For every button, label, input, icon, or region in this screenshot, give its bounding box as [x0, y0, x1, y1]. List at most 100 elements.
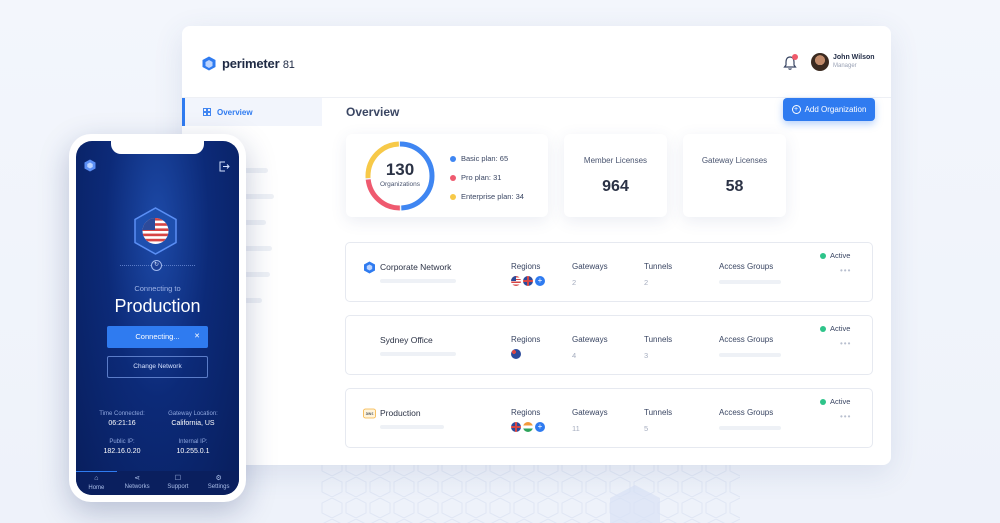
more-regions-icon[interactable]: +	[535, 276, 545, 286]
plan-pro: Pro plan: 31	[450, 173, 524, 182]
add-organization-button[interactable]: + Add Organization	[783, 98, 875, 121]
us-flag-hex-icon	[134, 207, 177, 255]
aws-logo-icon: aws	[363, 408, 376, 419]
mobile-screen: ↻ Connecting to Production Connecting...…	[76, 141, 239, 495]
donut-segment-basic	[365, 141, 435, 211]
network-name: Sydney Office	[380, 335, 433, 345]
logout-icon[interactable]	[219, 161, 230, 172]
network-row-corporate[interactable]: Corporate Network Regions + Gateways 2 T…	[345, 242, 873, 302]
public-ip: Public IP: 182.16.0.20	[87, 439, 157, 455]
brand-logo[interactable]: perimeter 81	[202, 56, 295, 71]
region-flags: +	[511, 276, 545, 286]
gateway-location-value: California, US	[171, 420, 215, 427]
gateway-location-label: Gateway Location:	[168, 411, 218, 417]
phone-notch	[111, 141, 204, 154]
tab-support-label: Support	[167, 484, 189, 490]
plan-enterprise-label: Enterprise plan: 34	[461, 192, 524, 201]
notification-badge	[792, 54, 798, 60]
gateway-licenses-card: Gateway Licenses 58	[683, 134, 786, 217]
gear-icon: ⚙	[215, 475, 222, 482]
plan-pro-label: Pro plan: 31	[461, 173, 502, 182]
region-flags: +	[511, 422, 545, 432]
more-options-icon[interactable]: •••	[840, 266, 852, 275]
status-dot	[820, 398, 826, 405]
home-icon: ⌂	[94, 475, 99, 482]
mobile-tab-bar: ⌂ Home ⋖ Networks ☐ Support ⚙ Settings	[76, 471, 239, 495]
user-role: Manager	[833, 63, 857, 69]
plus-icon: +	[791, 105, 801, 114]
status-badge: Active	[820, 324, 850, 333]
more-options-icon[interactable]: •••	[840, 339, 852, 348]
gateway-location: Gateway Location: California, US	[158, 411, 228, 427]
add-organization-label: Add Organization	[804, 105, 867, 114]
row-placeholder	[380, 279, 456, 283]
tab-settings-label: Settings	[207, 484, 230, 490]
sidebar: Overview	[182, 98, 322, 465]
internal-ip-value: 10.255.0.1	[176, 448, 210, 455]
share-icon: ⋖	[134, 475, 141, 482]
network-name: Production	[380, 408, 421, 418]
gateways-value: 4	[572, 351, 577, 360]
region-flags	[511, 349, 521, 359]
in-flag-icon	[523, 422, 533, 432]
tunnels-value: 2	[644, 278, 649, 287]
time-connected: Time Connected: 06:21:16	[87, 411, 157, 427]
access-groups-header: Access Groups	[719, 408, 774, 417]
internal-ip-label: Internal IP:	[178, 439, 208, 445]
gateway-licenses-value: 58	[725, 178, 744, 195]
plan-donut-chart	[365, 141, 435, 211]
public-ip-label: Public IP:	[109, 439, 135, 445]
organizations-card: 130 Organizations Basic plan: 65 Pro pla…	[346, 134, 548, 217]
connecting-button[interactable]: Connecting... ✕	[107, 326, 208, 348]
tab-home[interactable]: ⌂ Home	[76, 471, 117, 495]
gateways-header: Gateways	[572, 335, 608, 344]
brand-name: perimeter 81	[222, 56, 295, 71]
member-licenses-title: Member Licenses	[583, 156, 648, 165]
network-name: Corporate Network	[380, 262, 452, 272]
change-network-button[interactable]: Change Network	[107, 356, 208, 378]
close-icon[interactable]: ✕	[194, 333, 200, 340]
sidebar-item-overview[interactable]: Overview	[182, 98, 322, 126]
sidebar-placeholder	[240, 194, 274, 199]
internal-ip: Internal IP: 10.255.0.1	[158, 439, 228, 455]
grid-icon	[203, 108, 211, 116]
hex-pattern-decoration	[320, 455, 740, 523]
legend-dot	[450, 174, 456, 181]
more-options-icon[interactable]: •••	[840, 412, 852, 421]
avatar[interactable]	[811, 53, 829, 71]
us-flag-icon	[511, 276, 521, 286]
status-badge: Active	[820, 251, 850, 260]
sidebar-placeholder	[240, 272, 270, 277]
status-badge: Active	[820, 397, 850, 406]
sync-icon: ↻	[151, 260, 162, 271]
organizations-label: Organizations	[379, 181, 421, 188]
tab-home-label: Home	[88, 485, 105, 491]
tab-networks[interactable]: ⋖ Networks	[117, 471, 158, 495]
more-regions-icon[interactable]: +	[535, 422, 545, 432]
perimeter-logo-icon	[202, 56, 216, 71]
regions-header: Regions	[511, 335, 541, 344]
status-text: Active	[830, 324, 851, 333]
time-connected-value: 06:21:16	[108, 420, 136, 427]
network-row-production[interactable]: aws Production Regions + Gateways 11 Tun…	[345, 388, 873, 448]
perimeter-logo-icon	[84, 159, 96, 172]
plan-enterprise: Enterprise plan: 34	[450, 192, 524, 201]
network-row-sydney[interactable]: Sydney Office Regions Gateways 4 Tunnels…	[345, 315, 873, 375]
tunnels-value: 5	[644, 424, 649, 433]
member-licenses-card: Member Licenses 964	[564, 134, 667, 217]
sidebar-item-label: Overview	[217, 107, 253, 117]
tunnels-header: Tunnels	[644, 335, 673, 344]
sidebar-placeholder	[240, 298, 262, 303]
sidebar-placeholder	[240, 246, 272, 251]
tab-settings[interactable]: ⚙ Settings	[198, 471, 239, 495]
sidebar-placeholder	[240, 168, 268, 173]
network-logo-icon	[364, 261, 375, 274]
plan-basic-label: Basic plan: 65	[461, 154, 509, 163]
tab-support[interactable]: ☐ Support	[158, 471, 199, 495]
status-text: Active	[830, 251, 851, 260]
user-info[interactable]: John Wilson Manager	[833, 54, 875, 69]
regions-header: Regions	[511, 262, 541, 271]
public-ip-value: 182.16.0.20	[103, 448, 141, 455]
gateways-value: 2	[572, 278, 577, 287]
plan-basic: Basic plan: 65	[450, 154, 524, 163]
